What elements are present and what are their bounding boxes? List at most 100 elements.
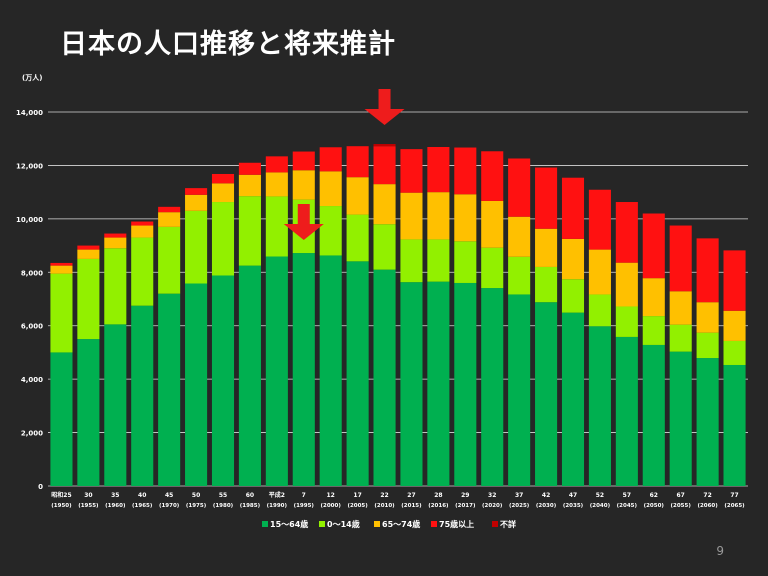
bar-segment [238, 174, 261, 197]
bar-segment [427, 281, 450, 486]
x-tick-label: 47 [569, 492, 577, 499]
x-tick-label: 32 [488, 492, 496, 499]
bar-segment [508, 256, 531, 295]
bar-segment [292, 253, 315, 486]
bar-segment [131, 305, 154, 486]
bar-segment [373, 224, 396, 270]
x-tick-label: 昭和25 [51, 491, 71, 499]
bar-segment [211, 202, 235, 276]
bar-segment [427, 146, 450, 193]
bar-segment [723, 250, 746, 311]
bar-segment [561, 279, 585, 313]
bar-segment [211, 173, 235, 184]
y-tick-label: 12,000 [16, 162, 43, 170]
y-tick-label: 0 [38, 483, 43, 491]
bar-segment [535, 266, 558, 303]
bar-segment [265, 256, 288, 486]
bar-segment [588, 326, 611, 486]
bar-segment [481, 288, 504, 486]
bar-segment [561, 238, 585, 280]
bar-segment [427, 239, 450, 282]
bar-segment [696, 332, 719, 359]
bar-segment [508, 294, 531, 486]
bar-segment [319, 171, 342, 207]
x-tick-year-label: (1960) [105, 503, 126, 509]
bar-segment [615, 336, 638, 486]
bar-segment [588, 249, 611, 295]
bar-segment [723, 364, 746, 486]
x-tick-label: 52 [596, 492, 604, 499]
bar-segment [319, 147, 342, 172]
slide-title: 日本の人口推移と将来推計 [60, 29, 396, 60]
x-tick-label: 42 [542, 492, 550, 499]
bar-segment [373, 146, 396, 185]
bar-segment [373, 184, 396, 225]
bar-segment [642, 344, 665, 486]
x-tick-year-label: (1955) [78, 503, 99, 509]
y-tick-label: 2,000 [21, 430, 43, 438]
bar-segment [131, 221, 154, 226]
bar-segment [535, 302, 558, 486]
x-tick-label: 57 [623, 492, 631, 499]
bar-segment [104, 233, 127, 238]
bar-segment [319, 255, 342, 486]
x-tick-year-label: (1975) [186, 503, 207, 509]
bar-segment [454, 194, 477, 242]
page-number: 9 [716, 544, 724, 558]
x-tick-label: 62 [650, 492, 658, 499]
bar-segment [185, 283, 208, 486]
bar-segment [211, 275, 235, 486]
legend-swatch [262, 521, 268, 527]
x-tick-year-label: (2050) [644, 503, 665, 509]
bar-segment [427, 192, 450, 240]
bar-segment [642, 213, 665, 279]
legend-swatch [492, 521, 498, 527]
x-tick-label: 60 [246, 492, 254, 499]
x-tick-year-label: (2005) [347, 503, 368, 509]
bar-segment [238, 162, 261, 175]
bar-segment [77, 339, 100, 486]
x-tick-label: 77 [730, 492, 738, 499]
bar-segment [238, 265, 261, 486]
bar-segment [400, 239, 423, 283]
bar-segment [615, 262, 638, 307]
x-tick-label: 27 [407, 492, 415, 499]
legend-label: 不詳 [500, 519, 516, 529]
legend-swatch [431, 521, 437, 527]
x-tick-label: 40 [138, 492, 146, 499]
bar-segment [265, 156, 288, 173]
x-tick-year-label: (2000) [321, 503, 342, 509]
bar-segment [481, 200, 504, 248]
bar-segment [400, 192, 423, 240]
x-tick-year-label: (1950) [51, 503, 72, 509]
x-tick-year-label: (2055) [671, 503, 692, 509]
x-tick-label: 67 [677, 492, 685, 499]
bar-segment [696, 358, 719, 486]
bar-segment [454, 282, 477, 486]
bar-segment [561, 312, 585, 486]
bar-segment [211, 183, 235, 203]
bar-segment [50, 262, 73, 266]
x-tick-label: 45 [165, 492, 173, 499]
x-tick-year-label: (2060) [697, 503, 718, 509]
y-tick-label: 10,000 [16, 216, 43, 224]
x-tick-year-label: (2020) [482, 503, 503, 509]
bar-segment [669, 225, 692, 292]
bar-segment [481, 151, 504, 201]
bar-segment [77, 245, 100, 250]
bar-segment [131, 225, 154, 238]
bar-segment [104, 237, 127, 249]
bar-segment [454, 147, 477, 195]
x-tick-label: 7 [302, 492, 306, 499]
bar-segment [158, 293, 181, 486]
x-tick-label: 55 [219, 492, 227, 499]
bar-segment [373, 144, 396, 147]
y-tick-label: 4,000 [21, 376, 43, 384]
bar-segment [50, 265, 73, 274]
bar-segment [535, 167, 558, 229]
bar-segment [346, 261, 369, 486]
bar-segment [238, 196, 261, 266]
legend-label: 75歳以上 [439, 519, 474, 529]
y-tick-label: 14,000 [16, 109, 43, 117]
bar-segment [723, 310, 746, 341]
